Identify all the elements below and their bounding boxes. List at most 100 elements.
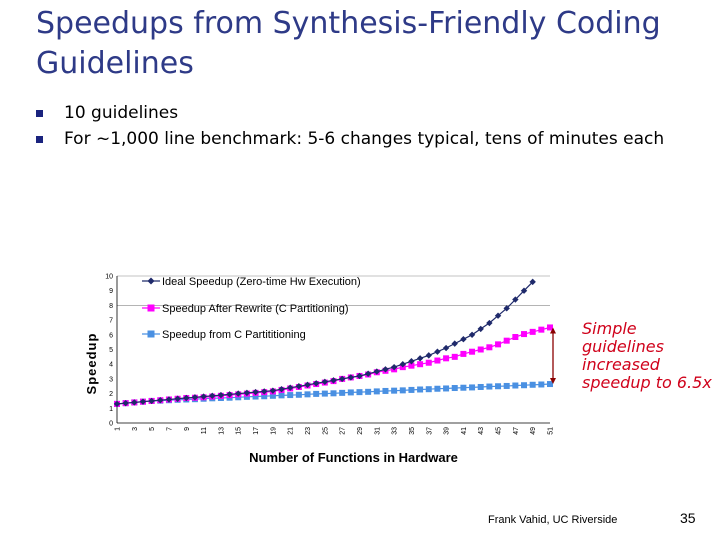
data-point [443, 385, 450, 392]
y-tick-label: 9 [109, 288, 113, 295]
data-point [469, 348, 476, 355]
data-point [521, 382, 528, 389]
data-point [486, 319, 493, 327]
y-tick-label: 5 [109, 347, 113, 354]
legend-label: Ideal Speedup (Zero-time Hw Execution) [162, 276, 361, 288]
data-point [547, 324, 553, 331]
data-point [295, 391, 302, 398]
data-point [460, 384, 467, 391]
data-point [347, 389, 354, 396]
data-point [252, 388, 259, 396]
data-point [295, 383, 303, 390]
data-point [408, 358, 415, 365]
speedup-chart: 0 1 2 3 4 5 6 7 8 9 10 1 3 5 7 9 11 13 15 17 19 21 23 25 27 29 31 3… [80, 268, 560, 468]
legend-marker [147, 277, 155, 285]
data-point [408, 386, 415, 393]
data-point [330, 390, 337, 397]
y-tick-label: 4 [109, 362, 113, 369]
data-point [408, 362, 415, 369]
data-point [416, 355, 424, 362]
y-tick-label: 6 [109, 332, 113, 339]
bullet-text: For ~1,000 line benchmark: 5-6 changes t… [64, 129, 665, 149]
data-point [148, 397, 155, 405]
x-tick-label: 11 [201, 427, 208, 434]
data-point [139, 398, 147, 405]
data-point [477, 325, 484, 333]
x-tick-label: 13 [218, 427, 225, 435]
legend-marker [147, 304, 155, 312]
data-point [451, 353, 458, 360]
data-point [494, 312, 502, 319]
footer-author: Frank Vahid, UC Riverside [488, 514, 618, 526]
page-number: 35 [680, 510, 696, 526]
data-point [382, 366, 389, 373]
data-point [364, 370, 372, 377]
x-tick-label: 1 [115, 427, 122, 431]
data-point [512, 382, 519, 389]
y-tick-label: 10 [105, 274, 113, 281]
data-point [512, 296, 519, 303]
bullet-square-icon [36, 136, 43, 143]
bullet-list: 10 guidelines For ~1,000 line benchmark:… [36, 100, 706, 152]
data-point [486, 344, 493, 351]
x-tick-label: 39 [444, 427, 451, 435]
data-point [382, 387, 389, 394]
data-point [391, 387, 398, 394]
data-point [365, 388, 372, 395]
x-tick-label: 21 [288, 427, 295, 435]
data-point [235, 390, 242, 397]
data-point [434, 348, 441, 355]
data-point [330, 377, 337, 384]
data-point [503, 337, 510, 344]
callout-annotation: Simple guidelines increased speedup to 6… [582, 319, 712, 392]
data-point [495, 341, 502, 348]
data-point [243, 389, 251, 397]
data-point [321, 378, 329, 386]
x-tick-label: 41 [461, 427, 468, 435]
data-point [503, 305, 510, 312]
x-tick-label: 35 [409, 427, 416, 435]
data-point [460, 336, 467, 343]
y-tick-label: 2 [109, 391, 113, 398]
x-tick-label: 45 [496, 427, 503, 435]
data-point [486, 383, 493, 390]
data-point [174, 395, 181, 402]
data-point [417, 386, 424, 393]
data-point [469, 384, 476, 391]
bullet-item: 10 guidelines [36, 100, 706, 126]
data-point [443, 355, 450, 362]
data-point [434, 385, 441, 392]
data-point [356, 389, 363, 396]
data-point [399, 387, 406, 394]
x-tick-label: 47 [513, 427, 520, 435]
x-tick-label: 49 [530, 427, 537, 435]
data-point [390, 363, 398, 371]
data-point [321, 390, 328, 397]
data-point [521, 331, 528, 338]
data-point [495, 383, 502, 390]
x-tick-label: 31 [374, 427, 381, 435]
x-tick-label: 27 [340, 427, 347, 435]
data-point [512, 334, 519, 341]
x-tick-label: 51 [548, 427, 555, 435]
y-tick-label: 7 [109, 318, 113, 325]
data-point [373, 388, 380, 395]
data-point [442, 344, 450, 352]
data-point [434, 357, 441, 364]
x-tick-label: 29 [357, 427, 364, 435]
x-axis-title: Number of Functions in Hardware [249, 450, 458, 465]
data-point [425, 352, 432, 359]
data-point [468, 331, 476, 338]
slide-title: Speedups from Synthesis-Friendly Coding … [36, 6, 661, 81]
x-tick-label: 23 [305, 427, 312, 435]
data-point [425, 386, 432, 393]
y-tick-label: 1 [109, 406, 113, 413]
x-tick-label: 17 [253, 427, 260, 435]
data-point [157, 397, 164, 404]
x-tick-label: 19 [270, 427, 277, 435]
data-point [373, 368, 380, 375]
legend-label: Speedup from C Partititioning [162, 329, 306, 341]
data-point [547, 381, 553, 388]
bullet-square-icon [36, 110, 43, 117]
